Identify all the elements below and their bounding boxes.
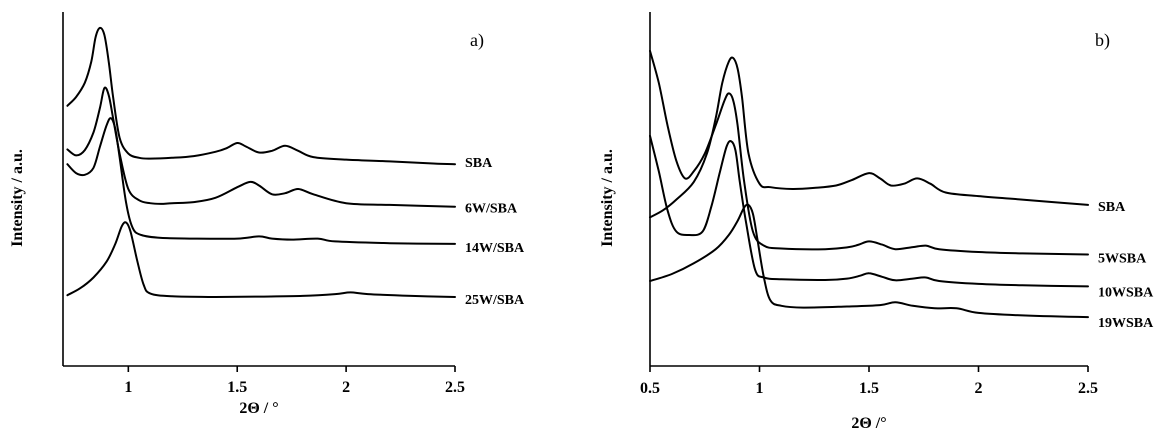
- panel-b-x-tick-label: 0.5: [640, 380, 660, 397]
- panel-b-series-label: 19WSBA: [1098, 316, 1154, 331]
- panel-a-series-line: [66, 117, 456, 245]
- panel-a-series-label: 25W/SBA: [465, 293, 525, 308]
- panel-a-series-label: 6W/SBA: [465, 202, 518, 217]
- panel-b-series-label: SBA: [1098, 200, 1126, 215]
- panel-a-x-tick-label: 1: [124, 379, 132, 396]
- panel-b-x-tick-label: 1: [756, 380, 764, 397]
- panel-a-x-tick-label: 1.5: [227, 379, 247, 396]
- panel-a-x-tick-label: 2.5: [445, 379, 465, 396]
- panel-b-x-tick-label: 2.5: [1078, 380, 1098, 397]
- panel-a-x-tick-label: 2: [342, 379, 350, 396]
- panel-a-series-label: SBA: [465, 156, 493, 171]
- panel-b-x-axis-label: 2Θ /°: [851, 415, 886, 432]
- panel-b-series-line: [649, 134, 1089, 288]
- panel-b-series-line: [649, 203, 1089, 319]
- panel-b-y-axis-label: Intensity / a.u.: [599, 149, 616, 247]
- panel-b-series-label: 10WSBA: [1098, 285, 1154, 300]
- panel-a-series-line: [66, 221, 456, 298]
- panel-a-series-line: [66, 26, 456, 166]
- panel-b-label: b): [1095, 30, 1110, 51]
- panel-b-series-line: [649, 49, 1089, 256]
- panel-b: 0.5 1 1.5 2 2.5 SBA 5WSBA 10WSBA 19WSBA b) 2Θ /…: [599, 12, 1154, 432]
- panel-a-series-label: 14W/SBA: [465, 241, 525, 256]
- panel-b-x-tick-label: 1.5: [859, 380, 879, 397]
- panel-b-series-label: 5WSBA: [1098, 251, 1147, 266]
- panel-a: 1 1.5 2 2.5 SBA 6W/SBA 14W/SBA 25W/SBA a) 2Θ /…: [9, 12, 525, 417]
- panel-a-series-line: [66, 86, 456, 208]
- panel-a-x-axis-label: 2Θ / °: [239, 400, 278, 417]
- panel-a-label: a): [470, 30, 484, 51]
- panel-b-x-tick-label: 2: [975, 380, 983, 397]
- panel-a-y-axis-label: Intensity / a.u.: [9, 149, 26, 247]
